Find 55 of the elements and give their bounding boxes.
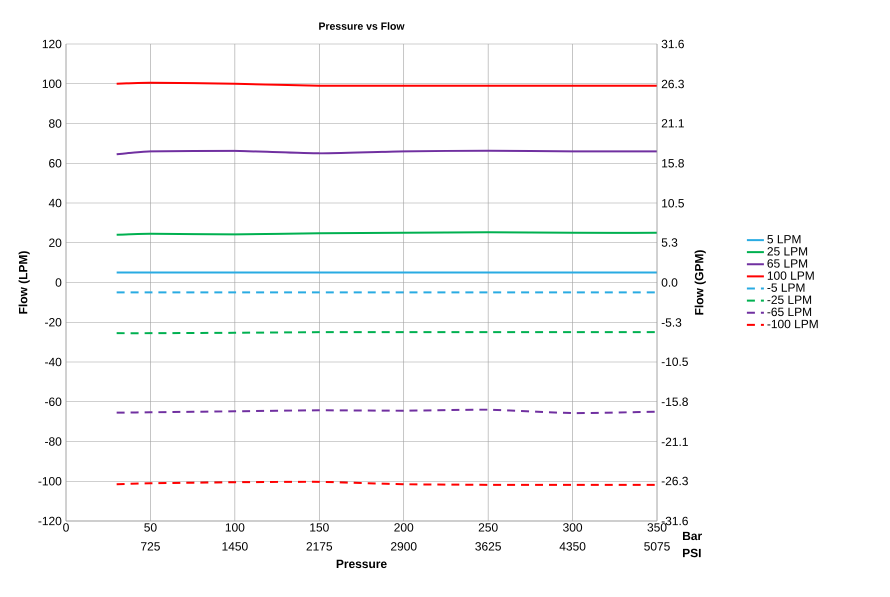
y-tick-label: -100 [38,477,62,486]
y-tick-label: -20 [45,318,62,326]
legend-label: 65 LPM [767,259,808,268]
y-tick-label: 100 [42,80,62,88]
y2-tick-label: 10.5 [662,199,684,208]
y2-tick-label: 0.0 [662,278,678,287]
legend-label: 5 LPM [767,235,800,244]
y-tick-label: 120 [42,40,62,48]
x-tick-label: 0 [63,523,69,532]
x2-tick-label: 725 [141,542,160,551]
y-tick-label: -120 [38,516,62,526]
y-tick-label: 60 [49,159,62,168]
x2-tick-label: 2900 [391,542,417,551]
legend-label: -100 LPM [767,320,818,328]
legend-label: 25 LPM [767,247,808,256]
y2-tick-label: 26.3 [662,80,684,88]
y2-tick-label: -10.5 [662,358,688,366]
y-tick-label: -40 [45,358,62,366]
x-tick-label: 250 [478,523,498,532]
y2-tick-label: -21.1 [662,438,688,446]
y2-tick-label: 31.6 [662,40,684,48]
y2-axis-title: Flow (GPM) [694,250,706,315]
x-tick-label: 100 [226,523,244,532]
legend-label: 100 LPM [768,271,814,280]
y-axis-title: Flow (LPM) [18,251,30,314]
x-tick-label: 350 [647,523,667,532]
y2-tick-label: 21.1 [662,119,684,128]
legend-label: -25 LPM [767,296,812,304]
y2-tick-label: 5.3 [662,238,678,247]
y2-tick-label: -5.3 [662,318,682,327]
legend-label: -5 LPM [767,284,804,292]
y2-tick-label: -31.6 [662,516,688,526]
y-tick-label: -80 [45,437,62,446]
x-axis-title: Pressure [336,560,387,568]
y-tick-label: 20 [49,238,62,247]
y-tick-label: 0 [56,278,62,287]
x2-tick-label: 4350 [560,542,586,551]
text: Bar [682,532,702,540]
x-tick-label: 200 [394,523,414,532]
text: PSI [682,548,701,558]
x-tick-label: 50 [144,523,157,532]
x-tick-label: 300 [563,523,582,532]
y-tick-label: -60 [45,398,62,406]
y-tick-label: 40 [48,198,62,208]
y2-tick-label: -15.8 [662,398,688,406]
chart-title: Pressure vs Flow [319,22,405,30]
legend-label: -65 LPM [767,308,812,316]
x-tick-label: 150 [310,523,329,532]
x2-tick-label: 5075 [644,542,670,551]
y-tick-label: 80 [49,119,62,128]
x2-tick-label: 3625 [475,542,501,551]
y2-tick-label: -26.3 [662,476,688,486]
x2-tick-label: 2175 [306,542,332,551]
y2-tick-label: 15.8 [662,159,684,168]
x2-tick-label: 1450 [222,542,248,551]
